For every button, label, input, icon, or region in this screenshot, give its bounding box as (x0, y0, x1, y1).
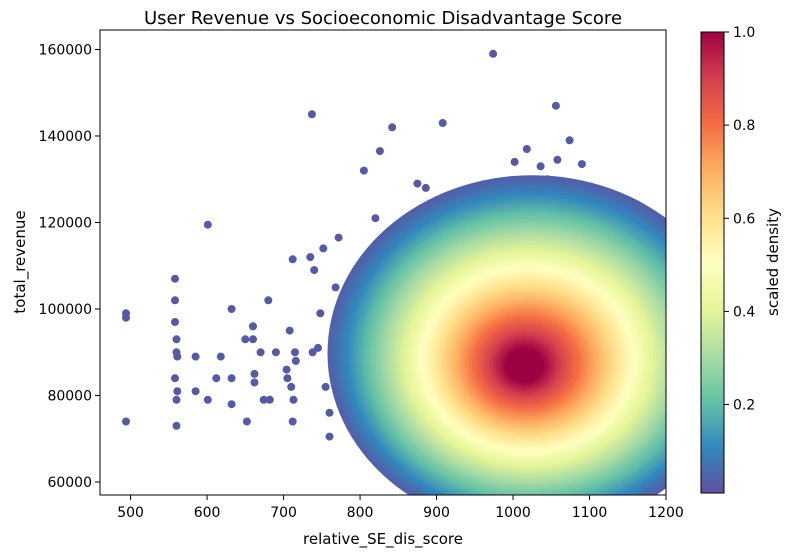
scatter-point (173, 387, 182, 396)
scatter-point (203, 220, 212, 229)
scatter-point (359, 166, 368, 175)
scatter-point (288, 255, 297, 264)
scatter-point (325, 408, 334, 417)
scatter-point (307, 110, 316, 119)
scatter-point (289, 395, 298, 404)
x-tick-label: 500 (117, 505, 144, 521)
scatter-point (310, 266, 319, 275)
y-tick-label: 80000 (47, 389, 92, 405)
scatter-point (314, 343, 322, 352)
scatter-point (285, 326, 294, 335)
scatter-point (413, 179, 422, 188)
scatter-point (256, 348, 265, 357)
colorbar-tick-label: 1.0 (733, 25, 755, 41)
scatter-point (172, 335, 181, 344)
scatter-point (250, 369, 259, 378)
scatter-point (375, 147, 384, 156)
scatter-point (288, 417, 297, 426)
scatter-point (522, 145, 531, 153)
x-tick-label: 900 (423, 505, 450, 521)
plot-frame (99, 29, 667, 496)
chart-title: User Revenue vs Socioeconomic Disadvanta… (144, 8, 622, 29)
scatter-point (122, 417, 130, 426)
y-tick-label: 120000 (39, 215, 92, 231)
scatter-point (510, 157, 519, 166)
y-tick-label: 60000 (47, 475, 92, 491)
scatter-point (171, 374, 179, 383)
scatter-point (489, 49, 498, 58)
x-tick-label: 1000 (495, 505, 531, 521)
points-layer (122, 49, 666, 495)
scatter-point (321, 382, 330, 391)
scatter-point (249, 335, 257, 344)
scatter-point (172, 395, 181, 404)
colorbar-tick-label: 0.2 (733, 398, 755, 414)
x-tick-label: 1200 (648, 505, 684, 521)
scatter-point (227, 400, 236, 409)
scatter-point (171, 274, 179, 283)
scatter-point (250, 378, 259, 387)
scatter-point (316, 309, 325, 318)
scatter-point (171, 318, 179, 326)
scatter-point (172, 421, 181, 430)
scatter-point (216, 352, 225, 361)
scatter-point (388, 123, 397, 132)
x-tick-label: 800 (347, 505, 374, 521)
scatter-point (577, 160, 586, 169)
y-tick-label: 160000 (39, 42, 92, 58)
scatter-point (334, 233, 343, 242)
scatter-point (171, 296, 179, 305)
scatter-point (241, 335, 250, 344)
scatter-point (249, 322, 257, 331)
scatter-point (191, 387, 200, 396)
colorbar-label: scaled density (764, 208, 782, 316)
x-axis: 500 600 700 800 900 1000 1100 1200 (117, 495, 684, 521)
y-axis-label: total_revenue (11, 210, 30, 313)
y-tick-label: 100000 (39, 302, 92, 318)
scatter-point (287, 382, 296, 391)
scatter-point (306, 253, 315, 262)
scatter-point (282, 365, 291, 374)
colorbar-tick-label: 0.6 (733, 211, 755, 227)
scatter-point (308, 348, 317, 357)
scatter-point (203, 395, 212, 404)
scatter-point (227, 374, 236, 383)
scatter-point (265, 395, 274, 404)
scatter-point (551, 101, 560, 110)
scatter-point (122, 309, 130, 318)
scatter-point (271, 348, 280, 357)
x-tick-label: 700 (270, 505, 297, 521)
colorbar-ticks: 0.2 0.4 0.6 0.8 1.0 (724, 25, 755, 414)
y-tick-label: 140000 (39, 129, 92, 145)
scatter-point (421, 183, 430, 192)
scatter-point (371, 214, 380, 223)
x-tick-label: 600 (194, 505, 221, 521)
colorbar (700, 31, 725, 494)
scatter-point (191, 352, 200, 361)
scatter-point (283, 374, 292, 383)
scatter-point (553, 155, 562, 164)
scatter-point (259, 395, 268, 404)
scatter-point (291, 348, 299, 357)
scatter-point (331, 283, 340, 292)
scatter-point (319, 244, 328, 253)
scatter-point (242, 417, 251, 426)
scatter-point (227, 305, 236, 313)
colorbar-tick-label: 0.8 (733, 118, 755, 134)
scatter-point (291, 356, 300, 365)
scatter-point (536, 162, 545, 171)
x-tick-label: 1100 (572, 505, 608, 521)
y-axis: 60000 80000 100000 120000 140000 160000 (39, 42, 100, 491)
density-band (504, 347, 545, 384)
colorbar-tick-label: 0.4 (733, 304, 755, 320)
scatter-point (173, 352, 182, 361)
scatter-point (212, 374, 221, 383)
scatter-point (325, 432, 334, 441)
x-axis-label: relative_SE_dis_score (303, 530, 463, 549)
scatter-point (264, 296, 273, 305)
scatter-point (438, 119, 447, 127)
scatter-point (565, 136, 574, 145)
